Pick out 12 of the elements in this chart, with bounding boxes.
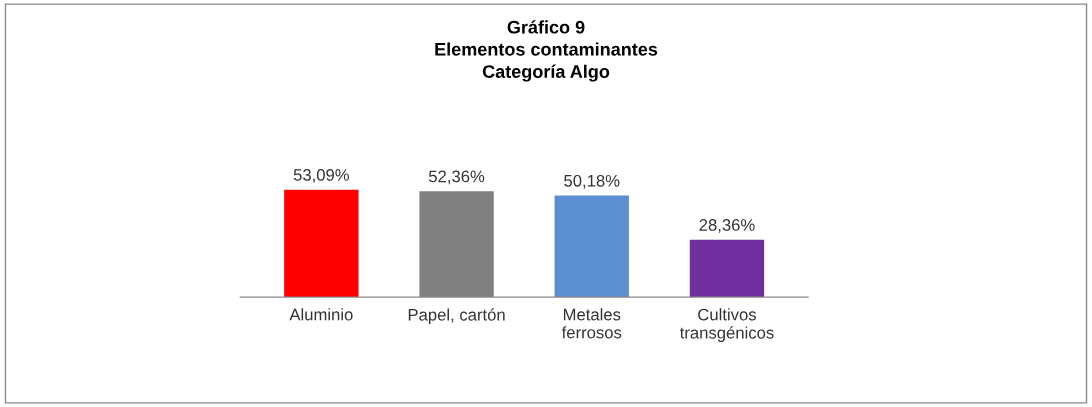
bar	[554, 195, 629, 298]
data-label: 53,09%	[293, 169, 350, 183]
data-label: 28,36%	[699, 219, 755, 233]
x-tick-label: Cultivos transgénicos	[679, 308, 774, 342]
x-tick-label: Aluminio	[289, 308, 353, 321]
x-tick-label: Metales ferrosos	[561, 308, 622, 339]
data-label: 52,36%	[428, 170, 485, 185]
bar	[284, 189, 359, 298]
x-tick-label: Papel, cartón	[408, 308, 505, 324]
chart-title: Gráfico 9 Elementos contaminantes Categoría Algo	[435, 20, 658, 82]
bar	[689, 239, 765, 298]
data-label: 50,18%	[564, 174, 620, 189]
